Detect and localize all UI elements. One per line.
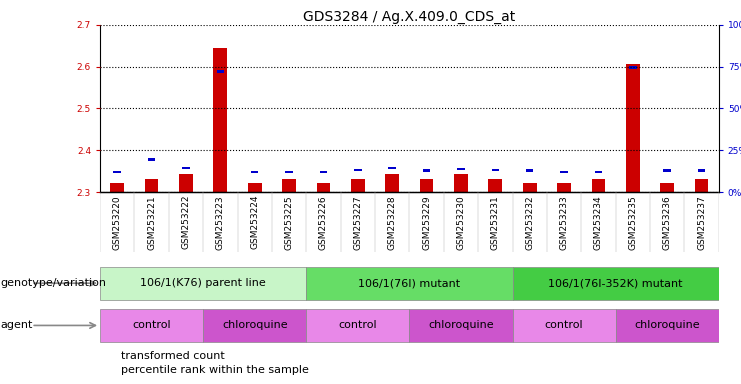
Bar (491, 169, 499, 171)
Bar (591, 179, 605, 192)
Bar (282, 179, 296, 192)
Bar (629, 66, 637, 69)
Text: percentile rank within the sample: percentile rank within the sample (121, 365, 309, 376)
Text: 106/1(76I-352K) mutant: 106/1(76I-352K) mutant (548, 278, 683, 288)
Text: GSM253233: GSM253233 (559, 195, 568, 250)
Text: GSM253223: GSM253223 (216, 195, 225, 250)
Text: GSM253229: GSM253229 (422, 195, 431, 250)
Bar (351, 179, 365, 192)
Text: GSM253225: GSM253225 (285, 195, 293, 250)
Text: GSM253235: GSM253235 (628, 195, 637, 250)
Text: GSM253234: GSM253234 (594, 195, 603, 250)
Bar (385, 174, 399, 192)
Text: GSM253226: GSM253226 (319, 195, 328, 250)
Text: chloroquine: chloroquine (222, 320, 288, 331)
Text: control: control (133, 320, 171, 331)
Bar (695, 179, 708, 192)
Bar (110, 183, 124, 192)
Text: GSM253224: GSM253224 (250, 195, 259, 250)
Text: chloroquine: chloroquine (428, 320, 494, 331)
Text: control: control (339, 320, 377, 331)
Bar (203, 309, 306, 342)
Bar (513, 267, 719, 300)
Text: GSM253220: GSM253220 (113, 195, 122, 250)
Bar (560, 171, 568, 173)
Bar (113, 171, 121, 173)
Bar (698, 169, 705, 172)
Bar (488, 179, 502, 192)
Bar (247, 183, 262, 192)
Bar (316, 183, 330, 192)
Title: GDS3284 / Ag.X.409.0_CDS_at: GDS3284 / Ag.X.409.0_CDS_at (303, 10, 516, 24)
Bar (660, 183, 674, 192)
Text: GSM253237: GSM253237 (697, 195, 706, 250)
Bar (285, 171, 293, 173)
Text: GSM253236: GSM253236 (662, 195, 671, 250)
Bar (526, 169, 534, 172)
Text: GSM253230: GSM253230 (456, 195, 465, 250)
Text: chloroquine: chloroquine (634, 320, 700, 331)
Bar (457, 168, 465, 170)
Bar (419, 179, 433, 192)
Bar (626, 64, 639, 192)
Bar (454, 174, 468, 192)
Bar (616, 309, 719, 342)
Bar (100, 267, 306, 300)
Text: genotype/variation: genotype/variation (0, 278, 106, 288)
Bar (354, 169, 362, 171)
Bar (513, 309, 616, 342)
Bar (216, 71, 224, 73)
Bar (409, 309, 513, 342)
Bar (319, 171, 328, 173)
Bar (182, 167, 190, 169)
Bar (663, 169, 671, 172)
Text: GSM253231: GSM253231 (491, 195, 500, 250)
Text: GSM253228: GSM253228 (388, 195, 396, 250)
Text: GSM253222: GSM253222 (182, 195, 190, 250)
Bar (423, 169, 431, 172)
Bar (557, 183, 571, 192)
Text: GSM253221: GSM253221 (147, 195, 156, 250)
Bar (147, 158, 156, 161)
Bar (251, 171, 259, 173)
Text: GSM253227: GSM253227 (353, 195, 362, 250)
Bar (388, 167, 396, 169)
Bar (213, 48, 227, 192)
Bar (595, 171, 602, 173)
Text: control: control (545, 320, 583, 331)
Text: 106/1(K76) parent line: 106/1(K76) parent line (140, 278, 266, 288)
Bar (306, 267, 513, 300)
Bar (100, 309, 203, 342)
Bar (306, 309, 409, 342)
Bar (179, 174, 193, 192)
Bar (144, 179, 159, 192)
Text: agent: agent (0, 320, 33, 331)
Bar (523, 183, 536, 192)
Text: 106/1(76I) mutant: 106/1(76I) mutant (359, 278, 460, 288)
Text: transformed count: transformed count (121, 351, 225, 361)
Text: GSM253232: GSM253232 (525, 195, 534, 250)
